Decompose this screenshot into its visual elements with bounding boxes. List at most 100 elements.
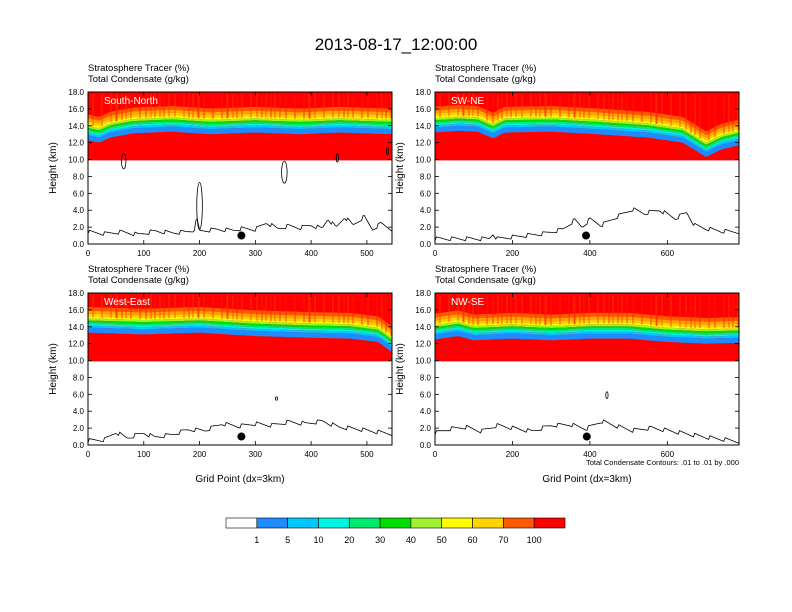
tracer-band [88, 117, 392, 131]
condensate-contour [121, 153, 127, 170]
y-tick-label: 12.0 [415, 139, 431, 148]
y-tick-label: 8.0 [73, 172, 85, 181]
y-tick-label: 4.0 [420, 407, 432, 416]
tracer-band [435, 116, 739, 145]
y-axis-label: Height (km) [48, 142, 59, 194]
x-axis-label: Grid Point (dx=3km) [542, 474, 631, 485]
colorbar-label: 70 [498, 535, 508, 545]
colorbar-swatch [410, 517, 443, 529]
terrain-line [435, 207, 739, 242]
colorbar-label: 10 [313, 535, 323, 545]
condensate-contour [275, 396, 278, 401]
tracer-band [88, 320, 392, 342]
panel-title-condensate: Total Condensate (g/kg) [88, 275, 189, 286]
colorbar-label: 1 [254, 535, 259, 545]
x-tick-label: 0 [433, 450, 438, 459]
tracer-band [88, 316, 392, 338]
tracer-fill [435, 293, 739, 444]
x-tick-label: 500 [360, 450, 374, 459]
terrain-line [88, 215, 392, 237]
colorbar-label: 100 [527, 535, 542, 545]
panel-sw-ne: 0.0 2.0 4.0 6.0 8.0 10.0 12.0 14.0 16.0 18.0 0 200 4… [395, 63, 740, 258]
y-tick-label: 14.0 [415, 122, 431, 131]
condensate-contour [281, 160, 288, 184]
y-tick-label: 10.0 [68, 156, 84, 165]
panel-title-tracer: Stratosphere Tracer (%) [435, 264, 536, 275]
tracer-band [88, 313, 392, 336]
tracer-band [435, 331, 739, 344]
tracer-band [88, 323, 392, 345]
condensate-contour [605, 391, 609, 399]
tracer-band [88, 115, 392, 129]
y-tick-label: 4.0 [73, 206, 85, 215]
y-tick-label: 18.0 [68, 88, 84, 97]
colorbar-swatch [225, 517, 258, 529]
x-tick-label: 200 [193, 450, 207, 459]
panel-nw-se: 0.0 2.0 4.0 6.0 8.0 10.0 12.0 14.0 16.0 18.0 0 200 4… [395, 264, 740, 485]
tracer-band [435, 317, 739, 328]
x-tick-label: 400 [583, 450, 597, 459]
tracer-band [435, 120, 739, 149]
panel-label: West-East [104, 297, 150, 308]
x-tick-label: 500 [360, 249, 374, 258]
tracer-band [435, 323, 739, 334]
y-axis-label: Height (km) [395, 142, 406, 194]
x-tick-label: 0 [86, 249, 91, 258]
x-tick-label: 100 [137, 249, 151, 258]
condensate-contour [386, 147, 390, 155]
y-axis-label: Height (km) [48, 343, 59, 395]
colorbar-swatch [348, 517, 381, 529]
panel-label: SW-NE [451, 96, 484, 107]
condensate-contour [335, 153, 339, 163]
colorbar-swatch [472, 517, 504, 529]
tracer-fill [435, 92, 739, 242]
terrain-line [435, 419, 739, 444]
y-tick-label: 8.0 [73, 373, 85, 382]
tracer-band [435, 329, 739, 339]
plot-frame [434, 292, 740, 446]
tracer-band [88, 122, 392, 136]
colorbar-label: 30 [375, 535, 385, 545]
colorbar-label: 50 [437, 535, 447, 545]
x-tick-label: 400 [304, 450, 318, 459]
colorbar-swatch [256, 517, 288, 529]
y-tick-label: 2.0 [420, 223, 432, 232]
y-tick-label: 8.0 [420, 373, 432, 382]
x-tick-label: 300 [249, 450, 263, 459]
y-tick-label: 12.0 [68, 340, 84, 349]
tracer-band [88, 310, 392, 334]
x-tick-label: 200 [193, 249, 207, 258]
y-tick-label: 16.0 [68, 306, 84, 315]
y-tick-label: 16.0 [68, 105, 84, 114]
x-tick-label: 0 [433, 249, 438, 258]
tracer-band [435, 122, 739, 150]
y-tick-label: 2.0 [73, 223, 85, 232]
location-marker [582, 432, 591, 441]
panel-title-condensate: Total Condensate (g/kg) [435, 275, 536, 286]
tracer-band [88, 124, 392, 138]
tracer-band [88, 126, 392, 143]
location-marker [582, 231, 591, 240]
y-tick-label: 0.0 [420, 240, 432, 249]
panel-west-east: 0.0 2.0 4.0 6.0 8.0 10.0 12.0 14.0 16.0 18.0 0 100 2… [48, 264, 393, 485]
x-tick-label: 200 [506, 249, 520, 258]
y-tick-label: 16.0 [415, 105, 431, 114]
tracer-band [435, 125, 739, 157]
panel-title-tracer: Stratosphere Tracer (%) [88, 264, 189, 275]
colorbar-label: 5 [285, 535, 290, 545]
tracer-band [88, 325, 392, 347]
panel-title-condensate: Total Condensate (g/kg) [88, 74, 189, 85]
y-axis-label: Height (km) [395, 343, 406, 395]
colorbar-swatch [441, 517, 473, 529]
x-tick-label: 600 [661, 249, 675, 258]
location-marker [237, 432, 246, 441]
colorbar-label: 20 [344, 535, 354, 545]
y-tick-label: 8.0 [420, 172, 432, 181]
tracer-band [88, 318, 392, 340]
y-tick-label: 4.0 [73, 407, 85, 416]
tracer-band [88, 109, 392, 124]
tracer-band [435, 118, 739, 147]
figure-title: 2013-08-17_12:00:00 [315, 35, 478, 54]
location-marker [237, 231, 246, 240]
